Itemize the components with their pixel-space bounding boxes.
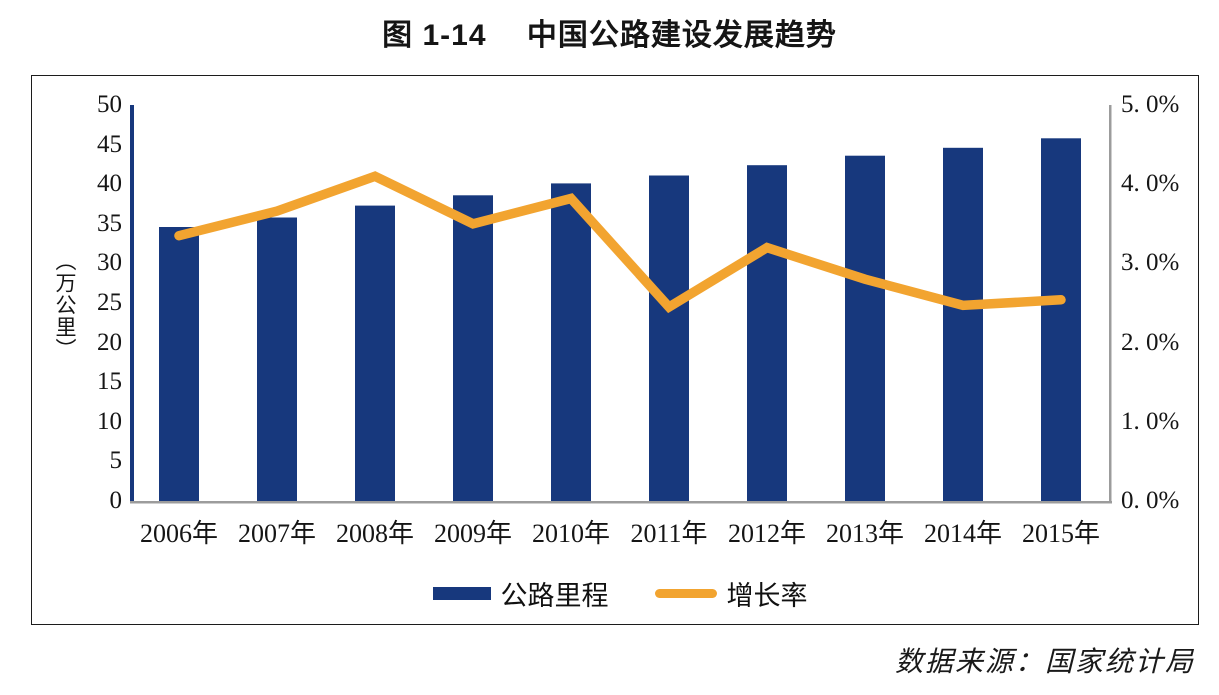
left-tick-15: 15	[97, 368, 122, 395]
right-tick-4: 4. 0%	[1121, 170, 1180, 197]
legend: 公路里程 增长率	[130, 577, 1110, 611]
right-tick-1: 1. 0%	[1121, 408, 1180, 435]
x-label-2008年: 2008年	[335, 519, 414, 548]
growth-rate-line	[174, 171, 1066, 314]
x-label-2012年: 2012年	[727, 519, 806, 548]
legend-label-mileage: 公路里程	[500, 580, 609, 611]
plot-area	[130, 105, 1112, 504]
bar-2013年	[845, 155, 885, 501]
left-tick-50: 50	[97, 91, 122, 118]
left-axis-line	[130, 105, 134, 503]
x-label-2013年: 2013年	[825, 519, 904, 548]
left-tick-30: 30	[97, 249, 122, 276]
bar-2010年	[551, 183, 591, 501]
x-axis-line	[130, 501, 1112, 504]
right-tick-2: 2. 0%	[1121, 329, 1180, 356]
x-label-2009年: 2009年	[433, 519, 512, 548]
left-axis-title: （万公里）	[53, 250, 77, 360]
left-tick-10: 10	[97, 408, 122, 435]
x-label-2006年: 2006年	[139, 519, 218, 548]
bar-2007年	[257, 217, 297, 501]
legend-item-growth: 增长率	[654, 574, 808, 613]
bar-2006年	[159, 227, 199, 501]
bar-2014年	[943, 147, 983, 502]
left-tick-40: 40	[97, 170, 122, 197]
chart-frame	[31, 75, 1199, 625]
right-tick-3: 3. 0%	[1121, 249, 1180, 276]
data-source: 数据来源：国家统计局	[894, 647, 1195, 678]
bar-2009年	[453, 195, 493, 502]
right-tick-0: 0. 0%	[1121, 487, 1180, 514]
legend-bar-swatch	[432, 586, 491, 600]
left-tick-20: 20	[97, 329, 122, 356]
chart-title: 图 1-14 中国公路建设发展趋势	[382, 19, 837, 52]
right-tick-5: 5. 0%	[1121, 91, 1180, 118]
x-label-2011年: 2011年	[630, 519, 708, 548]
legend-item-mileage: 公路里程	[432, 574, 609, 613]
left-tick-5: 5	[109, 447, 123, 474]
x-label-2014年: 2014年	[923, 519, 1002, 548]
left-tick-25: 25	[97, 289, 122, 316]
legend-line-swatch	[654, 588, 717, 598]
x-label-2015年: 2015年	[1021, 519, 1100, 548]
left-tick-0: 0	[109, 487, 123, 514]
bar-2011年	[649, 175, 689, 501]
bar-2008年	[355, 205, 395, 501]
x-label-2007年: 2007年	[237, 519, 316, 548]
left-tick-45: 45	[97, 131, 122, 158]
legend-label-growth: 增长率	[726, 580, 808, 611]
x-label-2010年: 2010年	[531, 519, 610, 548]
right-axis-line	[1109, 105, 1112, 503]
bar-2015年	[1041, 138, 1081, 502]
left-tick-35: 35	[97, 210, 122, 237]
bar-2012年	[747, 165, 787, 501]
